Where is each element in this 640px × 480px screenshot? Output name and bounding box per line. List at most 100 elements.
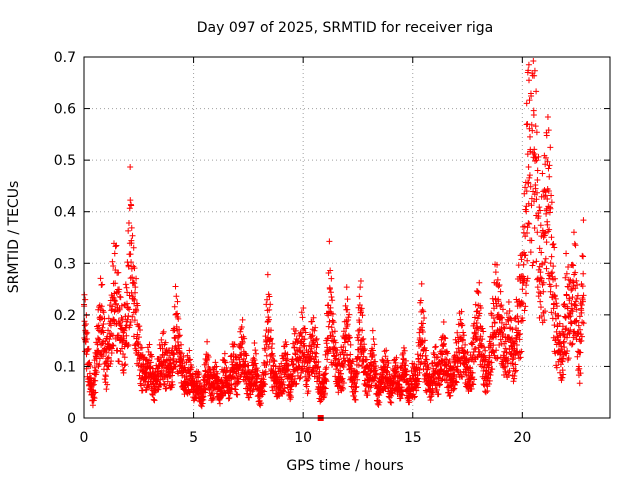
data-point bbox=[574, 282, 581, 289]
data-point bbox=[125, 313, 132, 320]
data-point bbox=[418, 280, 425, 287]
data-point bbox=[96, 361, 103, 368]
y-tick-label: 0 bbox=[67, 411, 76, 427]
data-point bbox=[159, 362, 166, 369]
data-point bbox=[548, 253, 555, 260]
data-point bbox=[382, 353, 389, 360]
data-point bbox=[256, 384, 263, 391]
data-point bbox=[134, 302, 141, 309]
data-point bbox=[352, 396, 359, 403]
data-point bbox=[252, 360, 259, 367]
data-point bbox=[175, 342, 182, 349]
data-point bbox=[525, 220, 532, 227]
data-point bbox=[430, 388, 437, 395]
data-point bbox=[174, 310, 181, 317]
data-point bbox=[440, 340, 447, 347]
data-point bbox=[221, 350, 228, 357]
data-point bbox=[132, 284, 139, 291]
axis-ticks: 0 5 10 15 20 0 0.1 0.2 0.3 0.4 0.5 0.6 0.7 bbox=[54, 50, 610, 446]
data-point bbox=[360, 353, 367, 360]
data-point bbox=[534, 177, 541, 184]
data-point bbox=[347, 341, 354, 348]
data-point bbox=[160, 328, 167, 335]
data-point bbox=[458, 308, 465, 315]
data-point bbox=[261, 380, 268, 387]
data-point bbox=[559, 358, 566, 365]
data-point bbox=[345, 314, 352, 321]
data-point bbox=[95, 322, 102, 329]
data-point bbox=[513, 341, 520, 348]
data-point bbox=[525, 164, 532, 171]
y-tick-label: 0.6 bbox=[54, 102, 76, 118]
y-tick-label: 0.5 bbox=[54, 153, 76, 169]
data-point bbox=[548, 270, 555, 277]
data-point bbox=[150, 396, 157, 403]
data-point bbox=[148, 353, 155, 360]
data-point bbox=[355, 362, 362, 369]
data-point bbox=[363, 356, 370, 363]
data-point bbox=[538, 249, 545, 256]
data-point bbox=[127, 322, 134, 329]
data-point bbox=[135, 341, 142, 348]
data-point bbox=[116, 286, 123, 293]
data-point bbox=[569, 308, 576, 315]
data-point bbox=[172, 283, 179, 290]
data-point bbox=[329, 310, 336, 317]
data-point bbox=[225, 395, 232, 402]
data-point bbox=[310, 314, 317, 321]
data-point bbox=[302, 329, 309, 336]
data-point bbox=[482, 356, 489, 363]
data-point bbox=[353, 383, 360, 390]
data-point bbox=[120, 366, 127, 373]
data-point bbox=[301, 343, 308, 350]
data-point bbox=[130, 279, 137, 286]
data-point bbox=[529, 127, 536, 134]
data-points bbox=[81, 57, 587, 421]
data-point bbox=[471, 314, 478, 321]
data-point bbox=[416, 366, 423, 373]
data-point bbox=[128, 240, 135, 247]
data-point bbox=[400, 344, 407, 351]
data-point bbox=[228, 381, 235, 388]
data-point bbox=[551, 293, 558, 300]
data-point bbox=[111, 250, 118, 257]
data-point bbox=[122, 281, 129, 288]
data-point bbox=[523, 188, 530, 195]
data-point bbox=[358, 309, 365, 316]
data-point bbox=[174, 338, 181, 345]
data-point bbox=[107, 297, 114, 304]
data-point bbox=[521, 223, 528, 230]
data-point bbox=[110, 316, 117, 323]
data-point bbox=[107, 360, 114, 367]
data-point bbox=[356, 293, 363, 300]
data-point bbox=[282, 357, 289, 364]
data-point bbox=[429, 385, 436, 392]
data-point bbox=[547, 288, 554, 295]
data-point bbox=[444, 350, 451, 357]
data-point bbox=[457, 316, 464, 323]
data-point bbox=[467, 365, 474, 372]
data-point bbox=[311, 373, 318, 380]
data-point bbox=[312, 324, 319, 331]
data-point bbox=[109, 303, 116, 310]
data-point bbox=[523, 282, 530, 289]
data-point bbox=[325, 323, 332, 330]
data-point bbox=[169, 381, 176, 388]
data-point bbox=[312, 336, 319, 343]
data-point bbox=[169, 369, 176, 376]
data-point bbox=[373, 370, 380, 377]
data-point bbox=[238, 344, 245, 351]
data-point bbox=[548, 309, 555, 316]
data-point bbox=[552, 315, 559, 322]
data-point bbox=[322, 370, 329, 377]
data-point bbox=[568, 287, 575, 294]
data-point bbox=[109, 258, 116, 265]
data-point bbox=[333, 350, 340, 357]
data-point bbox=[376, 399, 383, 406]
data-point bbox=[201, 389, 208, 396]
data-point bbox=[357, 284, 364, 291]
data-point bbox=[427, 397, 434, 404]
data-point bbox=[547, 283, 554, 290]
data-point bbox=[524, 257, 531, 264]
data-point bbox=[145, 360, 152, 367]
